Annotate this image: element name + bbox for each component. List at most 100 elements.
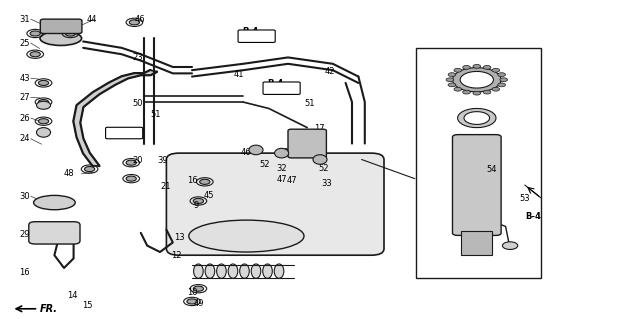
Text: B-4: B-4: [242, 31, 258, 40]
FancyBboxPatch shape: [288, 129, 326, 158]
Circle shape: [38, 100, 49, 105]
Text: B-4: B-4: [109, 130, 125, 138]
Circle shape: [500, 78, 508, 82]
Bar: [461, 231, 492, 255]
Circle shape: [38, 80, 49, 85]
FancyBboxPatch shape: [166, 153, 384, 255]
Ellipse shape: [34, 195, 76, 210]
Ellipse shape: [240, 264, 250, 278]
Text: 39: 39: [157, 156, 168, 165]
Ellipse shape: [251, 264, 261, 278]
Text: 48: 48: [64, 169, 75, 178]
Circle shape: [126, 160, 136, 165]
Circle shape: [498, 73, 506, 77]
Circle shape: [129, 20, 140, 25]
Circle shape: [30, 31, 40, 36]
Text: 9: 9: [193, 201, 198, 210]
Circle shape: [448, 83, 456, 87]
Text: 41: 41: [234, 70, 244, 79]
Text: 15: 15: [82, 301, 92, 310]
Bar: [416, 48, 541, 278]
Circle shape: [454, 68, 461, 72]
Text: 26: 26: [19, 114, 30, 122]
Text: 14: 14: [67, 291, 77, 300]
Text: 23: 23: [132, 53, 143, 62]
Ellipse shape: [275, 264, 284, 278]
Text: 21: 21: [160, 182, 170, 191]
Ellipse shape: [40, 31, 82, 45]
Text: 27: 27: [19, 93, 30, 102]
FancyBboxPatch shape: [452, 135, 501, 235]
Circle shape: [84, 167, 95, 172]
Text: 8: 8: [251, 148, 256, 157]
Text: 31: 31: [19, 15, 30, 24]
Text: 20: 20: [132, 156, 143, 165]
Text: 43: 43: [19, 74, 30, 83]
Text: 25: 25: [19, 39, 29, 48]
Circle shape: [483, 90, 491, 94]
Text: 45: 45: [204, 191, 214, 200]
Text: 46: 46: [134, 15, 145, 24]
Circle shape: [454, 87, 461, 91]
Circle shape: [38, 119, 49, 124]
Text: 46: 46: [241, 148, 252, 157]
Text: B-4: B-4: [267, 83, 283, 92]
Circle shape: [498, 83, 506, 87]
Circle shape: [187, 299, 197, 304]
Circle shape: [446, 78, 454, 82]
Circle shape: [448, 73, 456, 77]
Circle shape: [463, 65, 470, 69]
Ellipse shape: [36, 101, 51, 109]
Text: FR.: FR.: [40, 304, 58, 314]
FancyBboxPatch shape: [40, 19, 82, 33]
Text: 28: 28: [278, 148, 289, 157]
Ellipse shape: [193, 264, 204, 278]
Text: 29: 29: [19, 230, 29, 239]
Ellipse shape: [262, 264, 273, 278]
Ellipse shape: [216, 264, 227, 278]
Circle shape: [193, 286, 204, 291]
Polygon shape: [74, 70, 157, 166]
Circle shape: [65, 31, 76, 36]
Text: 51: 51: [150, 110, 161, 119]
Ellipse shape: [249, 145, 263, 155]
Text: 52: 52: [260, 160, 270, 169]
Ellipse shape: [275, 148, 289, 158]
Circle shape: [492, 68, 500, 72]
Text: 24: 24: [19, 134, 29, 143]
Circle shape: [483, 65, 491, 69]
Ellipse shape: [228, 264, 238, 278]
Ellipse shape: [189, 220, 304, 252]
FancyBboxPatch shape: [29, 222, 80, 244]
Text: 30: 30: [19, 192, 30, 201]
Text: 50: 50: [132, 99, 143, 108]
Text: 47: 47: [276, 175, 287, 184]
Circle shape: [473, 64, 481, 68]
Circle shape: [502, 242, 518, 249]
Text: 51: 51: [305, 99, 315, 108]
Ellipse shape: [36, 128, 51, 137]
Circle shape: [126, 176, 136, 181]
Circle shape: [492, 87, 500, 91]
Circle shape: [193, 198, 204, 204]
Circle shape: [463, 90, 470, 94]
Text: 54: 54: [486, 165, 497, 174]
Text: B-4: B-4: [525, 212, 541, 221]
Text: 10: 10: [188, 288, 198, 297]
Text: 16: 16: [19, 268, 30, 277]
Text: 44: 44: [86, 15, 97, 24]
Text: 47: 47: [287, 176, 298, 185]
Text: 22: 22: [131, 131, 141, 140]
Text: 13: 13: [174, 233, 185, 242]
Text: 12: 12: [172, 251, 182, 260]
FancyBboxPatch shape: [263, 82, 300, 94]
FancyBboxPatch shape: [238, 30, 275, 42]
Text: 32: 32: [276, 164, 287, 173]
Text: B-4: B-4: [267, 79, 283, 88]
Circle shape: [200, 179, 210, 184]
Circle shape: [473, 91, 481, 95]
Text: 52: 52: [319, 164, 329, 173]
Text: 49: 49: [194, 299, 204, 308]
Ellipse shape: [313, 155, 327, 164]
Text: 17: 17: [314, 124, 324, 133]
